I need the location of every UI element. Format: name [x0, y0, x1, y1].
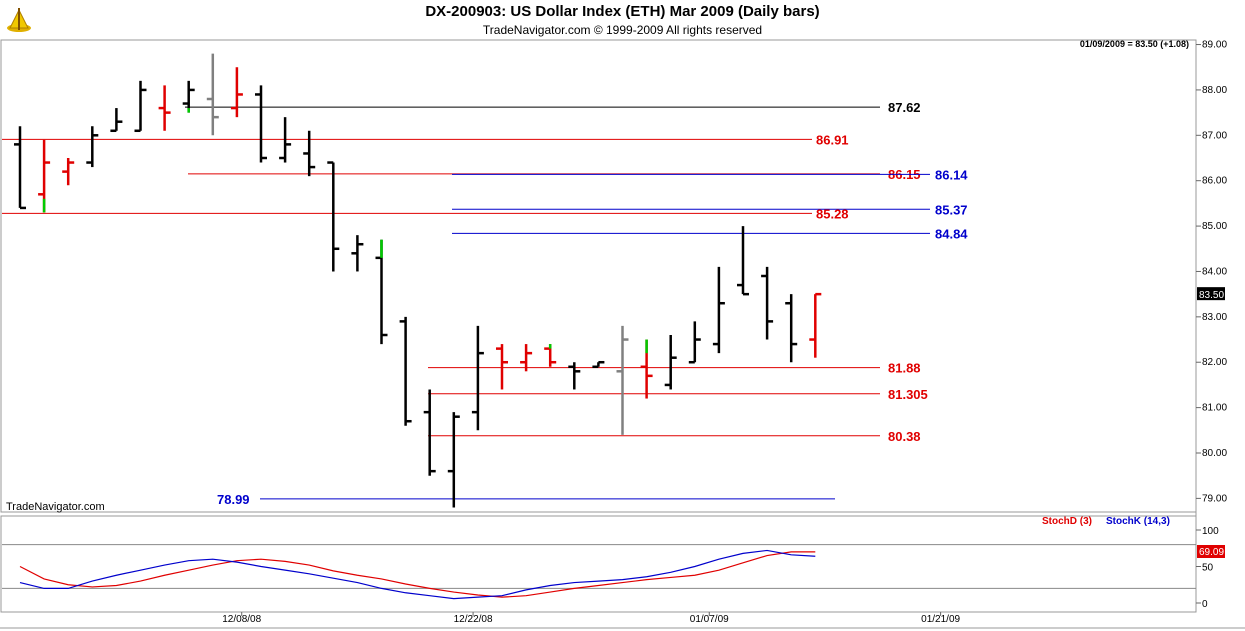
osc-series-line [19, 551, 816, 598]
y-tick-label: 85.00 [1202, 221, 1227, 232]
y-tick-label: 84.00 [1202, 266, 1227, 277]
price-bar [110, 108, 123, 133]
y-tick-label: 82.00 [1202, 357, 1227, 368]
osc-series-line [19, 549, 816, 600]
price-bar [809, 292, 822, 358]
x-tick-label: 01/07/09 [690, 614, 729, 625]
level-label: 80.38 [888, 429, 921, 444]
y-tick-label: 87.00 [1202, 130, 1227, 141]
price-bar [86, 126, 99, 168]
price-bar [544, 344, 557, 367]
price-bar [134, 80, 147, 133]
price-bar [14, 126, 26, 210]
price-bar [182, 80, 195, 113]
price-readout: 01/09/2009 = 83.50 (+1.08) [1079, 39, 1189, 49]
oscillator-panel [0, 515, 1197, 613]
legend-stochd: StochD (3) [1042, 516, 1092, 527]
level-label: 85.37 [935, 202, 968, 217]
last-price-box [1197, 287, 1225, 301]
price-bar [423, 389, 436, 476]
x-tick-label: 12/08/08 [222, 614, 261, 625]
osc-y-tick-label: 50 [1202, 563, 1214, 574]
copyright-text: TradeNavigator.com © 1999-2009 All right… [482, 23, 763, 37]
level-label: 86.14 [935, 167, 968, 182]
price-bar [592, 360, 605, 369]
last-price-label: 83.50 [1199, 290, 1224, 301]
y-tick-label: 83.00 [1202, 312, 1227, 323]
price-bar [279, 117, 292, 163]
price-bar [640, 339, 653, 399]
price-bar [712, 266, 725, 354]
price-bar [520, 344, 533, 372]
price-bar [255, 85, 267, 163]
y-tick-label: 81.00 [1202, 403, 1227, 414]
price-bar [62, 158, 75, 186]
price-bar [303, 130, 316, 177]
price-bar [664, 335, 677, 390]
price-bar [616, 325, 629, 435]
level-label: 86.91 [816, 132, 849, 147]
y-tick-label: 89.00 [1202, 40, 1227, 51]
price-bar [38, 139, 51, 213]
osc-last-label: 69.09 [1199, 547, 1224, 558]
level-label: 81.88 [888, 361, 921, 376]
price-bar [375, 239, 388, 345]
price-bar [737, 226, 749, 296]
price-bar [399, 316, 412, 426]
level-label: 87.62 [888, 100, 921, 115]
price-bar [230, 67, 243, 118]
price-bar [568, 362, 581, 390]
price-bar [496, 344, 508, 390]
level-label: 85.28 [816, 206, 849, 221]
price-bar [327, 161, 340, 272]
price-bar [447, 412, 460, 508]
level-label: 78.99 [217, 492, 250, 507]
watermark: TradeNavigator.com [6, 501, 105, 513]
osc-y-tick-label: 100 [1202, 526, 1219, 537]
x-tick-label: 01/21/09 [921, 614, 960, 625]
trade-navigator-logo-icon [4, 4, 34, 34]
price-bar [471, 325, 484, 431]
y-tick-label: 88.00 [1202, 85, 1227, 96]
y-tick-label: 86.00 [1202, 176, 1227, 187]
y-tick-label: 80.00 [1202, 448, 1227, 459]
price-bar [688, 321, 701, 364]
price-bar [761, 266, 774, 340]
level-label: 81.305 [888, 387, 928, 402]
price-bar [351, 235, 364, 272]
price-bar [158, 85, 171, 131]
x-tick-label: 12/22/08 [454, 614, 493, 625]
osc-y-tick-label: 0 [1202, 599, 1208, 610]
y-tick-label: 79.00 [1202, 493, 1227, 504]
price-bar [785, 294, 798, 363]
legend-stochk: StochK (14,3) [1106, 516, 1170, 527]
price-panel [0, 39, 1197, 513]
chart-title: DX-200903: US Dollar Index (ETH) Mar 200… [425, 3, 820, 20]
level-label: 84.84 [935, 226, 968, 241]
price-bar [206, 53, 219, 136]
osc-last-box [1197, 545, 1225, 558]
